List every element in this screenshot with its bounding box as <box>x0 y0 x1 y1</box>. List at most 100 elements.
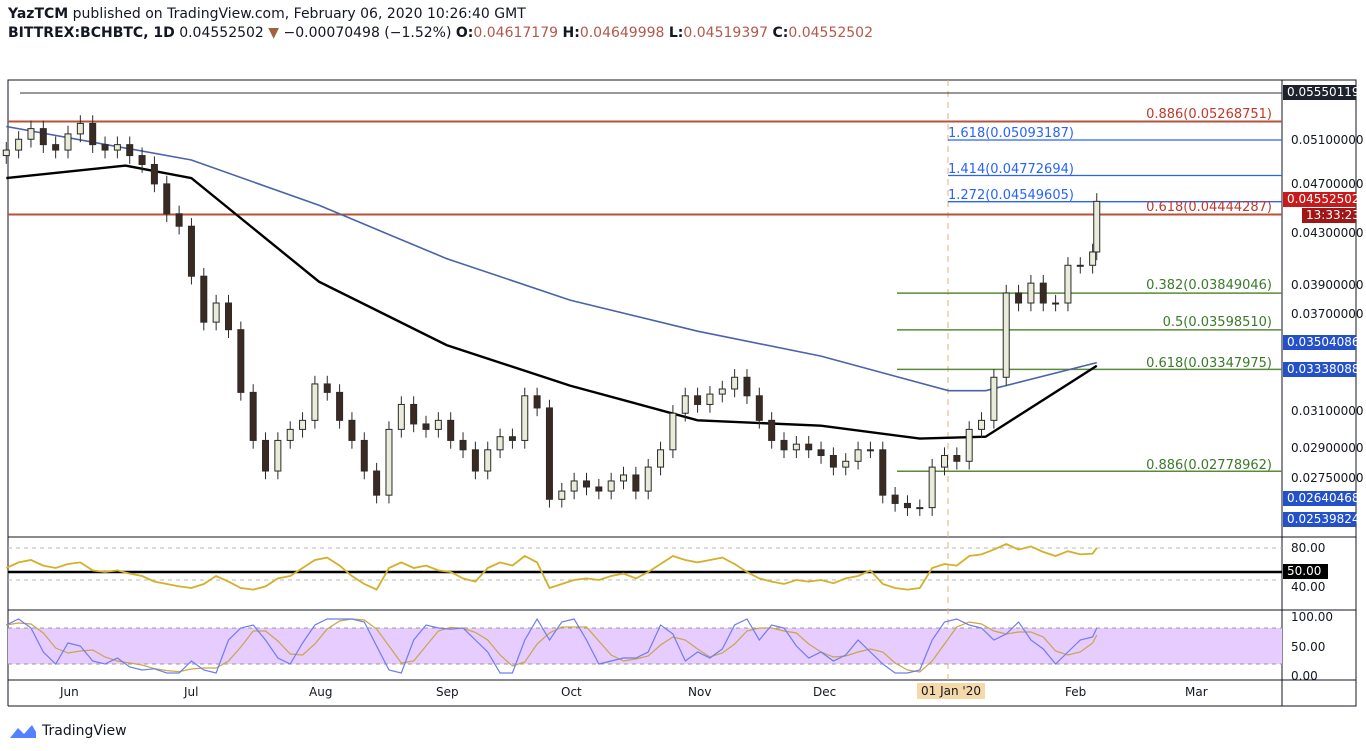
price-badge: 0.03504086 <box>1283 335 1360 350</box>
candle-body <box>447 419 455 441</box>
ma-fast-line <box>6 164 1098 440</box>
publish-info: YazTCM published on TradingView.com, Feb… <box>8 6 526 22</box>
stoch-tick: 100.00 <box>1291 610 1333 624</box>
candle-body <box>274 439 282 472</box>
candle-body <box>126 144 134 157</box>
price-tick: 0.03100000 <box>1291 404 1364 418</box>
candle-body <box>237 329 245 393</box>
time-label: Mar <box>1185 685 1208 699</box>
candle-body <box>212 302 220 323</box>
candle-body <box>138 155 146 165</box>
stoch-band <box>8 628 1282 664</box>
candle-body <box>891 494 899 504</box>
stoch-k-line <box>6 617 1098 674</box>
rsi-line <box>5 543 1098 591</box>
candle-body <box>64 133 72 151</box>
price-badge: 0.03338088 <box>1283 362 1360 377</box>
price-tick: 0.04300000 <box>1291 226 1364 240</box>
symbol-legend: BITTREX:BCHBTC, 1D 0.04552502 ▼ −0.00070… <box>8 25 873 41</box>
candle-body <box>632 474 640 492</box>
candle-body <box>496 436 504 451</box>
candle-body <box>299 419 307 430</box>
candle-body <box>990 376 998 421</box>
candle-body <box>644 466 652 492</box>
candle-body <box>792 443 800 451</box>
candle-body <box>768 419 776 441</box>
candle-body <box>854 449 862 462</box>
candle-body <box>397 403 405 430</box>
candle-body <box>360 439 368 472</box>
candle-body <box>706 393 714 405</box>
candle-body <box>101 144 109 151</box>
candle-body <box>1039 282 1047 304</box>
candle-body <box>385 428 393 496</box>
candle-body <box>817 449 825 457</box>
brand-name: TradingView <box>42 723 127 739</box>
candle-body <box>570 480 578 492</box>
fib-red-label: 0.618(0.04444287) <box>1146 200 1272 215</box>
candle-body <box>521 395 529 441</box>
open-value: 0.04617179 <box>473 25 559 41</box>
candle-body <box>200 275 208 323</box>
candle-body <box>669 412 677 451</box>
fib-green-label: 0.5(0.03598510) <box>1162 315 1272 330</box>
price-tick: 0.05100000 <box>1291 133 1364 147</box>
publish-text: published on TradingView.com, February 0… <box>72 6 526 22</box>
candle-body <box>582 480 590 488</box>
time-label: Nov <box>688 685 712 699</box>
candle-body <box>311 383 319 421</box>
candle-body <box>459 439 467 451</box>
fib-green-label: 0.886(0.02778962) <box>1146 458 1272 473</box>
candle-body <box>323 383 331 393</box>
candle-body <box>916 507 924 510</box>
candle-body <box>755 395 763 421</box>
candle-body <box>903 502 911 509</box>
time-label: Jun <box>60 685 79 699</box>
price-badge: 0.02640468 <box>1283 491 1360 506</box>
candle-body <box>434 419 442 430</box>
fib-blue-label: 1.414(0.04772694) <box>948 162 1074 177</box>
price-tick: 0.02900000 <box>1291 441 1364 455</box>
open-label: O: <box>455 25 474 41</box>
candle-body <box>1089 251 1097 266</box>
candle-body <box>410 403 418 425</box>
symbol-name[interactable]: BITTREX:BCHBTC, 1D <box>8 25 175 41</box>
candle-body <box>224 302 232 331</box>
time-label: Aug <box>309 685 333 699</box>
candle-body <box>39 128 47 146</box>
price-tick: 0.04700000 <box>1291 177 1364 191</box>
candle-body <box>731 376 739 390</box>
candle-body <box>1002 292 1010 378</box>
candle-body <box>978 419 986 430</box>
candle-body <box>471 449 479 472</box>
time-cursor-badge: 01 Jan '20 <box>917 683 985 699</box>
candle-body <box>681 395 689 414</box>
time-label: Oct <box>561 685 582 699</box>
tradingview-logo[interactable]: TradingView <box>8 722 127 740</box>
candle-body <box>620 474 628 482</box>
close-value: 0.04552502 <box>788 25 873 41</box>
ma-slow-line <box>6 125 1097 392</box>
candle-body <box>373 470 381 496</box>
candle-body <box>2 149 10 157</box>
price-badge: 0.02539824 <box>1283 512 1360 527</box>
candle-body <box>262 439 270 472</box>
fib-green-label: 0.382(0.03849046) <box>1146 278 1272 293</box>
triangle-down-icon: ▼ <box>268 25 280 41</box>
price-tick: 0.03700000 <box>1291 307 1364 321</box>
fib-blue-label: 1.618(0.05093187) <box>948 126 1074 141</box>
candle-body <box>953 455 961 462</box>
candle-body <box>348 419 356 441</box>
candle-body <box>422 423 430 430</box>
tradingview-cloud-icon <box>10 725 36 738</box>
candle-body <box>928 466 936 509</box>
candle-body <box>743 376 751 397</box>
candle-body <box>965 428 973 462</box>
candle-body <box>150 163 158 185</box>
low-label: L: <box>668 25 684 41</box>
candle-body <box>27 128 35 140</box>
candle-body <box>286 428 294 441</box>
fib-blue-label: 1.272(0.04549605) <box>948 188 1074 203</box>
fib-green-label: 0.618(0.03347975) <box>1146 356 1272 371</box>
